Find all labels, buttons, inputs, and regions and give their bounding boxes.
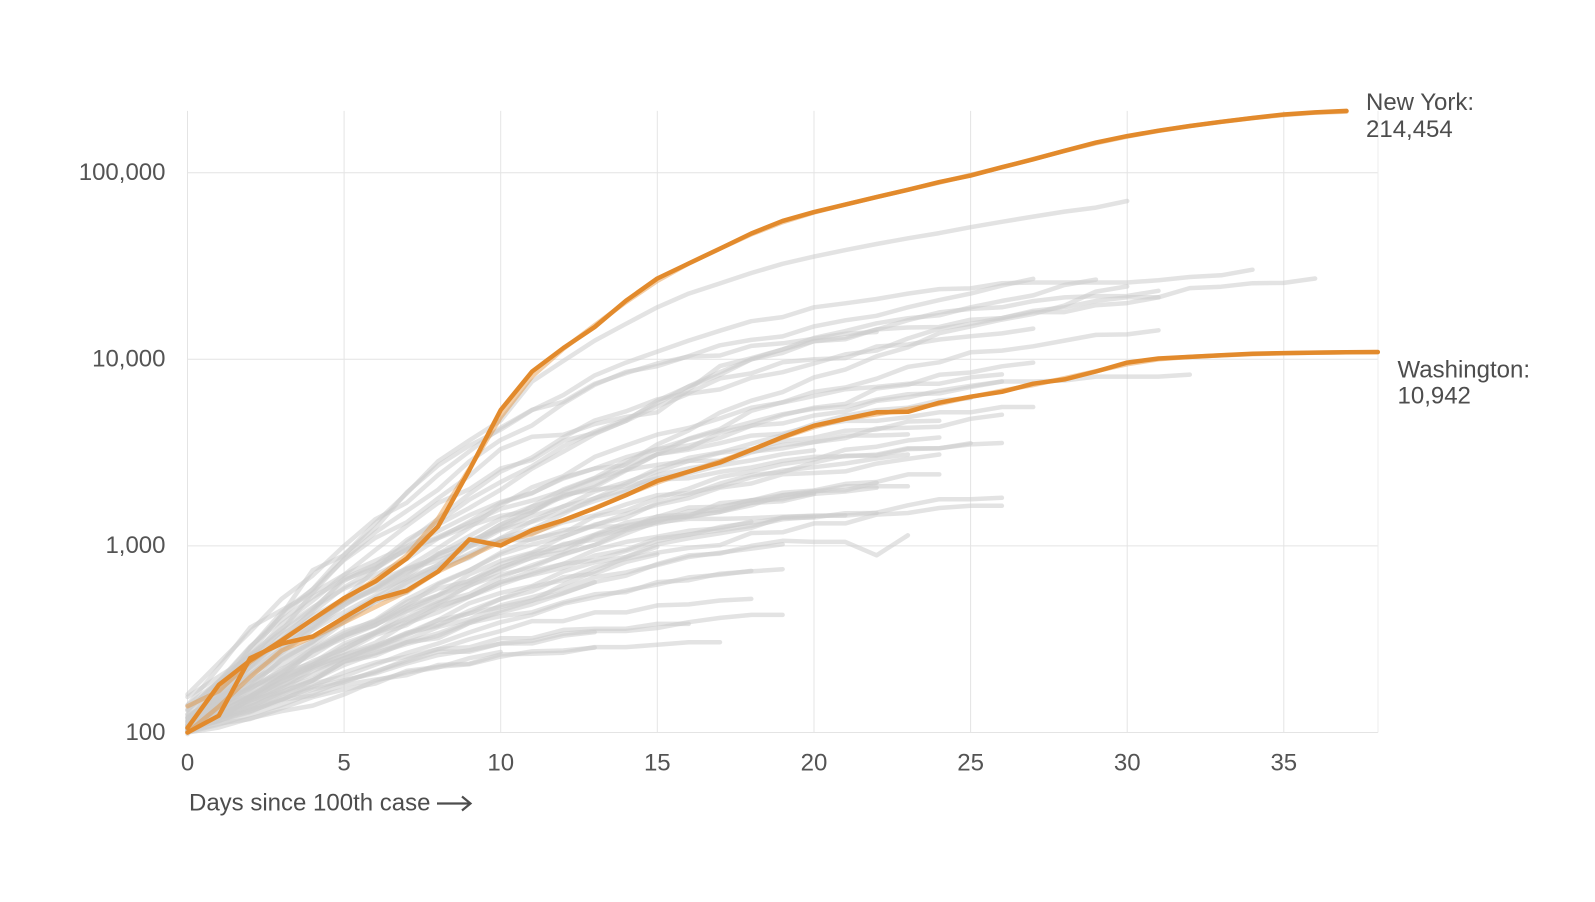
svg-text:100: 100 bbox=[125, 719, 165, 746]
svg-text:Days since 100th case: Days since 100th case bbox=[189, 790, 430, 817]
svg-text:5: 5 bbox=[337, 750, 350, 777]
svg-text:10,942: 10,942 bbox=[1398, 383, 1471, 410]
svg-text:10,000: 10,000 bbox=[92, 346, 165, 373]
svg-text:25: 25 bbox=[957, 750, 984, 777]
svg-text:100,000: 100,000 bbox=[79, 159, 166, 186]
svg-text:30: 30 bbox=[1114, 750, 1141, 777]
svg-text:Washington:: Washington: bbox=[1398, 357, 1531, 384]
svg-text:New York:: New York: bbox=[1366, 89, 1474, 116]
svg-text:1,000: 1,000 bbox=[105, 532, 165, 559]
svg-text:15: 15 bbox=[644, 750, 671, 777]
svg-text:10: 10 bbox=[487, 750, 514, 777]
svg-text:214,454: 214,454 bbox=[1366, 116, 1453, 143]
svg-text:35: 35 bbox=[1270, 750, 1297, 777]
svg-text:20: 20 bbox=[801, 750, 828, 777]
svg-text:0: 0 bbox=[181, 750, 194, 777]
